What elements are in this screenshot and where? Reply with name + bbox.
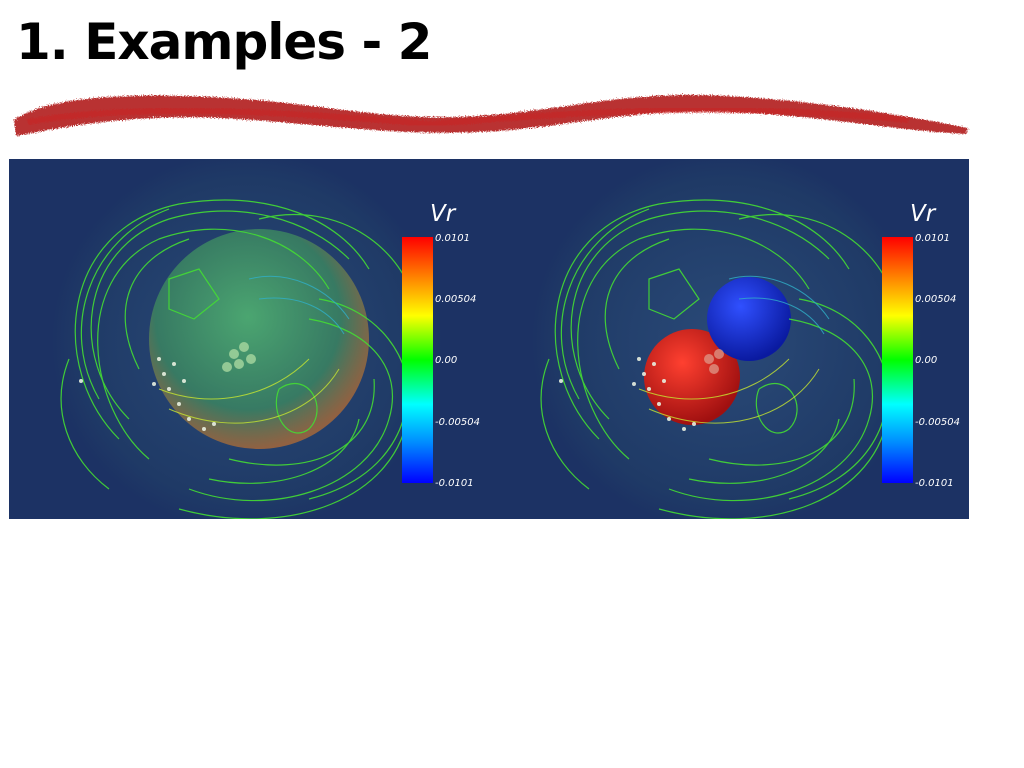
right-visualization bbox=[531, 159, 923, 519]
colorbar-right bbox=[882, 237, 913, 483]
colorbar-tick-left-1: 0.00504 bbox=[435, 294, 477, 305]
colorbar-tick-left-0: 0.0101 bbox=[435, 233, 470, 244]
colorbar-tick-left-3: -0.00504 bbox=[435, 417, 480, 428]
colorbar-title-left: Vr bbox=[430, 201, 456, 227]
field-line-visualizations bbox=[51, 159, 923, 519]
colorbar-left bbox=[402, 237, 433, 483]
colorbar-tick-right-1: 0.00504 bbox=[915, 294, 957, 305]
colorbar-tick-left-4: -0.0101 bbox=[435, 478, 474, 489]
colorbar-tick-right-4: -0.0101 bbox=[915, 478, 954, 489]
colorbar-tick-right-0: 0.0101 bbox=[915, 233, 950, 244]
red-brush-divider bbox=[14, 94, 968, 136]
colorbar-tick-left-2: 0.00 bbox=[435, 355, 458, 366]
colorbar-tick-right-2: 0.00 bbox=[915, 355, 938, 366]
slide-title: 1. Examples - 2 bbox=[16, 13, 432, 71]
visualization-panel: Vr 0.0101 0.00504 0.00 -0.00504 -0.0101 … bbox=[9, 159, 969, 519]
left-visualization bbox=[51, 159, 443, 519]
colorbar-tick-right-3: -0.00504 bbox=[915, 417, 960, 428]
colorbar-title-right: Vr bbox=[910, 201, 936, 227]
